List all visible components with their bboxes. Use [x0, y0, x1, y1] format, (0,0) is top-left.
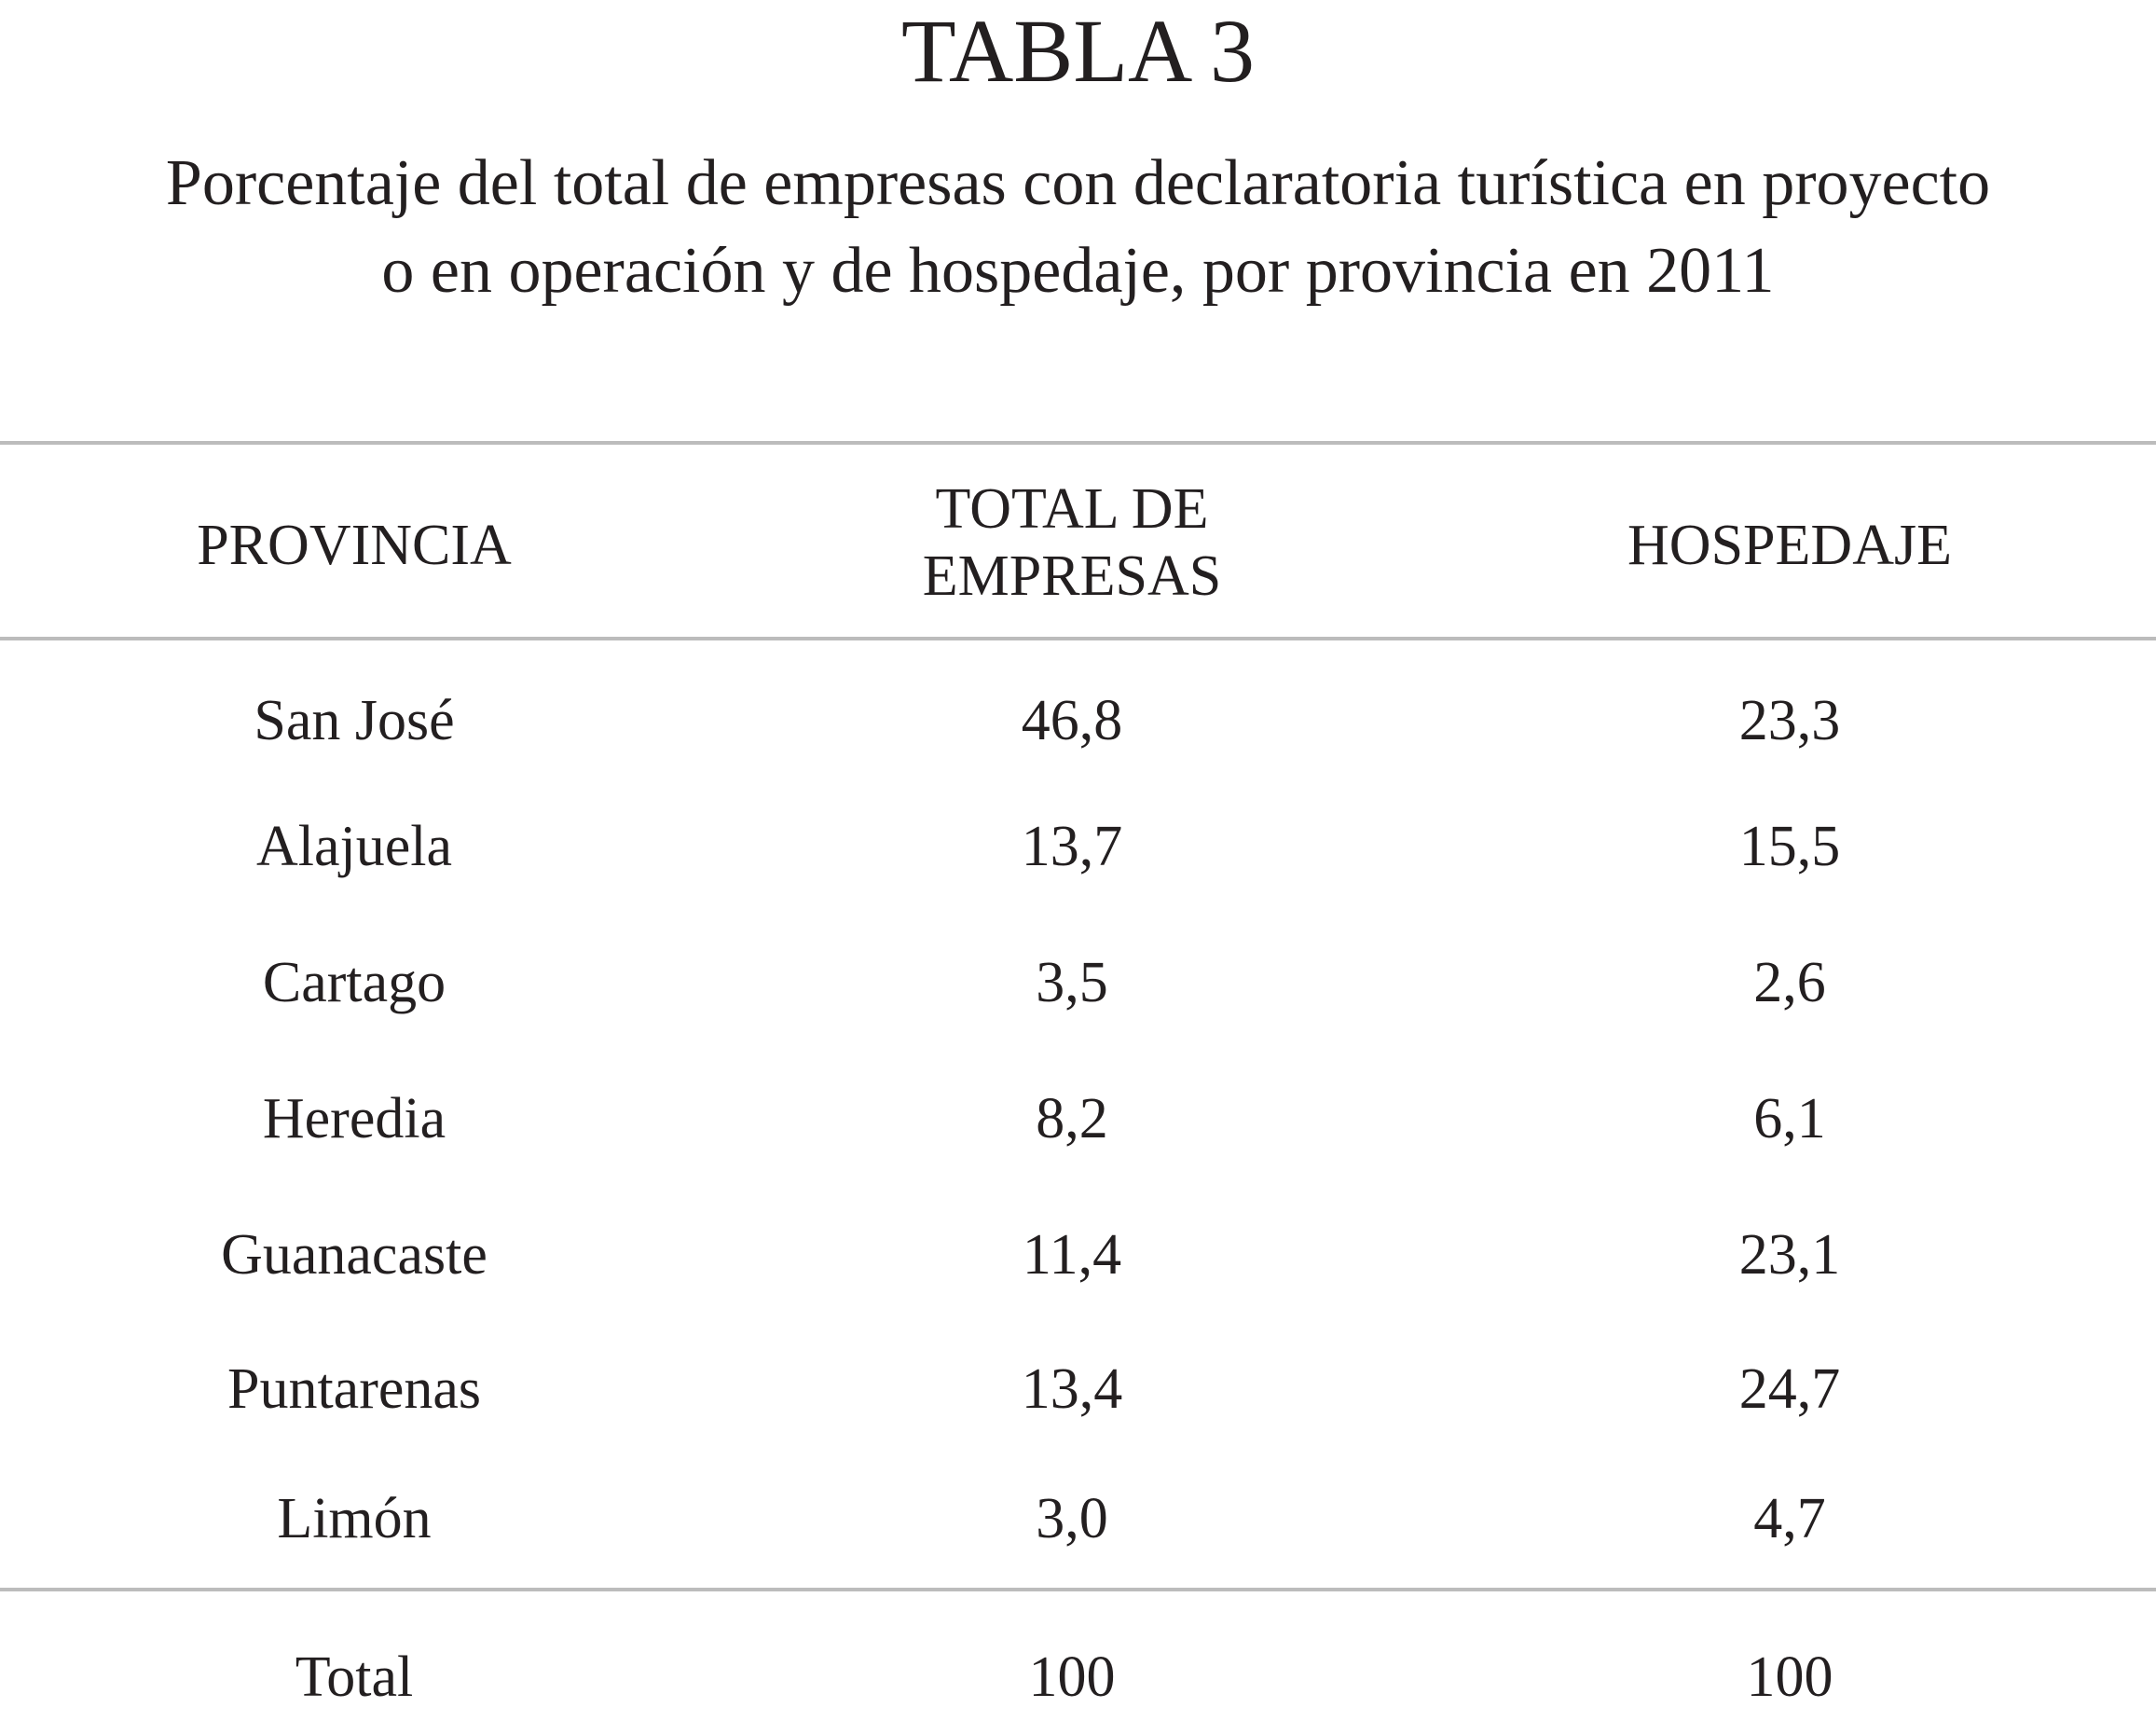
cell-hospedaje: 6,1 [1753, 1087, 1826, 1150]
header-total-line-1: TOTAL DE [935, 477, 1209, 541]
cell-total: 13,4 [1021, 1357, 1123, 1421]
header-total-empresas: TOTAL DE EMPRESAS [792, 475, 1352, 610]
cell-hospedaje: 24,7 [1738, 1357, 1841, 1421]
cell-total: 46,8 [1021, 689, 1123, 752]
header-total-line-2: EMPRESAS [922, 544, 1222, 608]
header-provincia: PROVINCIA [197, 514, 512, 577]
cell-total: 8,2 [1036, 1087, 1108, 1150]
total-hospedaje-value: 100 [1746, 1645, 1833, 1709]
cell-provincia: Limón [277, 1487, 432, 1550]
cell-total: 3,5 [1036, 951, 1108, 1014]
header-hospedaje: HOSPEDAJE [1627, 514, 1952, 577]
total-empresas-value: 100 [1028, 1645, 1116, 1709]
cell-provincia: San José [254, 689, 455, 752]
cell-total: 11,4 [1022, 1223, 1122, 1287]
table-top-rule [0, 441, 2156, 445]
table-subtitle: Porcentaje del total de empresas con dec… [0, 140, 2156, 315]
table-total-rule [0, 1588, 2156, 1591]
cell-total: 13,7 [1021, 815, 1123, 878]
total-label: Total [295, 1645, 414, 1709]
cell-hospedaje: 2,6 [1753, 951, 1826, 1014]
cell-provincia: Alajuela [255, 815, 452, 878]
cell-hospedaje: 23,1 [1738, 1223, 1841, 1287]
table-subtitle-line-1: Porcentaje del total de empresas con dec… [165, 147, 1991, 219]
cell-hospedaje: 23,3 [1738, 689, 1841, 752]
cell-provincia: Puntarenas [227, 1357, 482, 1421]
cell-hospedaje: 4,7 [1753, 1487, 1826, 1550]
cell-hospedaje: 15,5 [1738, 815, 1841, 878]
cell-provincia: Cartago [262, 951, 446, 1014]
table-header-rule [0, 637, 2156, 640]
table-title: TABLA 3 [901, 1, 1255, 101]
table-subtitle-line-2: o en operación y de hospedaje, por provi… [381, 235, 1775, 307]
cell-provincia: Heredia [262, 1087, 446, 1150]
cell-total: 3,0 [1036, 1487, 1108, 1550]
cell-provincia: Guanacaste [221, 1223, 488, 1287]
